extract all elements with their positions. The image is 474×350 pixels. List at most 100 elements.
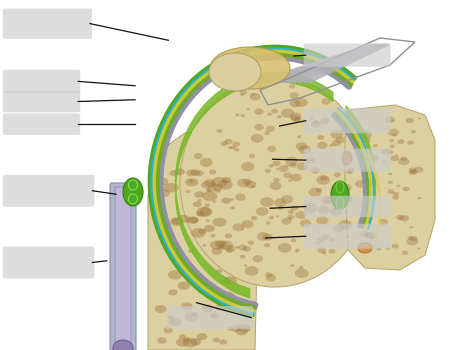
Ellipse shape — [289, 217, 292, 219]
Ellipse shape — [231, 325, 241, 332]
Ellipse shape — [174, 168, 185, 175]
Ellipse shape — [285, 156, 298, 166]
Ellipse shape — [226, 248, 233, 253]
Ellipse shape — [316, 175, 330, 185]
Ellipse shape — [212, 218, 227, 227]
Ellipse shape — [316, 188, 322, 192]
Ellipse shape — [363, 157, 371, 162]
Ellipse shape — [224, 276, 237, 285]
Ellipse shape — [320, 118, 329, 124]
Ellipse shape — [369, 246, 373, 248]
Ellipse shape — [281, 195, 293, 204]
Ellipse shape — [336, 137, 345, 143]
FancyBboxPatch shape — [3, 91, 80, 112]
Ellipse shape — [300, 219, 311, 228]
Ellipse shape — [290, 264, 294, 267]
Ellipse shape — [410, 226, 414, 229]
Ellipse shape — [265, 274, 276, 282]
Ellipse shape — [360, 132, 372, 139]
Ellipse shape — [345, 211, 348, 213]
Ellipse shape — [251, 216, 257, 220]
Ellipse shape — [264, 131, 270, 135]
Ellipse shape — [194, 191, 204, 198]
Ellipse shape — [267, 146, 276, 152]
Ellipse shape — [233, 141, 240, 147]
Ellipse shape — [310, 117, 313, 120]
Ellipse shape — [310, 120, 321, 128]
Ellipse shape — [196, 211, 204, 216]
Ellipse shape — [290, 113, 301, 121]
Ellipse shape — [157, 337, 167, 344]
Ellipse shape — [418, 118, 421, 120]
Ellipse shape — [392, 244, 399, 248]
Ellipse shape — [286, 164, 289, 167]
Ellipse shape — [168, 289, 178, 295]
Ellipse shape — [388, 129, 399, 136]
FancyBboxPatch shape — [304, 108, 391, 133]
Ellipse shape — [364, 214, 373, 220]
Ellipse shape — [191, 312, 198, 316]
Ellipse shape — [228, 146, 232, 149]
Ellipse shape — [311, 167, 320, 174]
Ellipse shape — [185, 190, 191, 193]
Ellipse shape — [318, 205, 329, 214]
Ellipse shape — [299, 266, 303, 269]
Ellipse shape — [244, 264, 247, 267]
Ellipse shape — [215, 189, 221, 192]
Ellipse shape — [392, 192, 399, 196]
Ellipse shape — [330, 130, 343, 139]
Ellipse shape — [206, 189, 211, 192]
Ellipse shape — [241, 162, 255, 171]
Ellipse shape — [295, 211, 307, 219]
Ellipse shape — [365, 248, 370, 251]
Ellipse shape — [240, 93, 245, 96]
Ellipse shape — [228, 327, 233, 331]
Ellipse shape — [222, 307, 228, 311]
Ellipse shape — [235, 246, 239, 249]
Ellipse shape — [212, 184, 223, 190]
Ellipse shape — [191, 169, 201, 176]
Ellipse shape — [287, 215, 294, 219]
Ellipse shape — [321, 98, 331, 105]
Ellipse shape — [385, 117, 395, 123]
Ellipse shape — [313, 120, 319, 125]
Ellipse shape — [155, 177, 168, 186]
Ellipse shape — [297, 135, 301, 138]
Ellipse shape — [196, 333, 207, 340]
FancyBboxPatch shape — [3, 70, 80, 93]
Ellipse shape — [358, 243, 372, 253]
Ellipse shape — [218, 180, 233, 190]
Ellipse shape — [268, 164, 274, 168]
Ellipse shape — [278, 243, 292, 253]
Ellipse shape — [341, 128, 347, 133]
Ellipse shape — [275, 168, 279, 170]
Ellipse shape — [179, 334, 186, 339]
Ellipse shape — [250, 93, 260, 100]
Ellipse shape — [251, 134, 264, 143]
Ellipse shape — [235, 194, 246, 201]
Ellipse shape — [324, 199, 330, 203]
Ellipse shape — [401, 156, 407, 161]
Ellipse shape — [411, 130, 416, 133]
Ellipse shape — [290, 162, 297, 168]
Ellipse shape — [176, 338, 189, 347]
Ellipse shape — [408, 236, 414, 240]
Ellipse shape — [342, 151, 352, 165]
Ellipse shape — [282, 218, 292, 225]
Ellipse shape — [341, 184, 352, 192]
Ellipse shape — [328, 249, 336, 254]
Ellipse shape — [158, 205, 164, 209]
Ellipse shape — [308, 188, 322, 197]
Ellipse shape — [226, 245, 236, 252]
Ellipse shape — [273, 178, 280, 182]
Ellipse shape — [390, 145, 395, 148]
FancyBboxPatch shape — [3, 113, 80, 135]
Ellipse shape — [219, 340, 227, 345]
Ellipse shape — [198, 229, 206, 234]
Ellipse shape — [346, 170, 353, 174]
Ellipse shape — [202, 244, 206, 247]
Ellipse shape — [317, 237, 325, 243]
Ellipse shape — [316, 216, 328, 225]
Ellipse shape — [362, 137, 371, 143]
Ellipse shape — [298, 145, 311, 154]
